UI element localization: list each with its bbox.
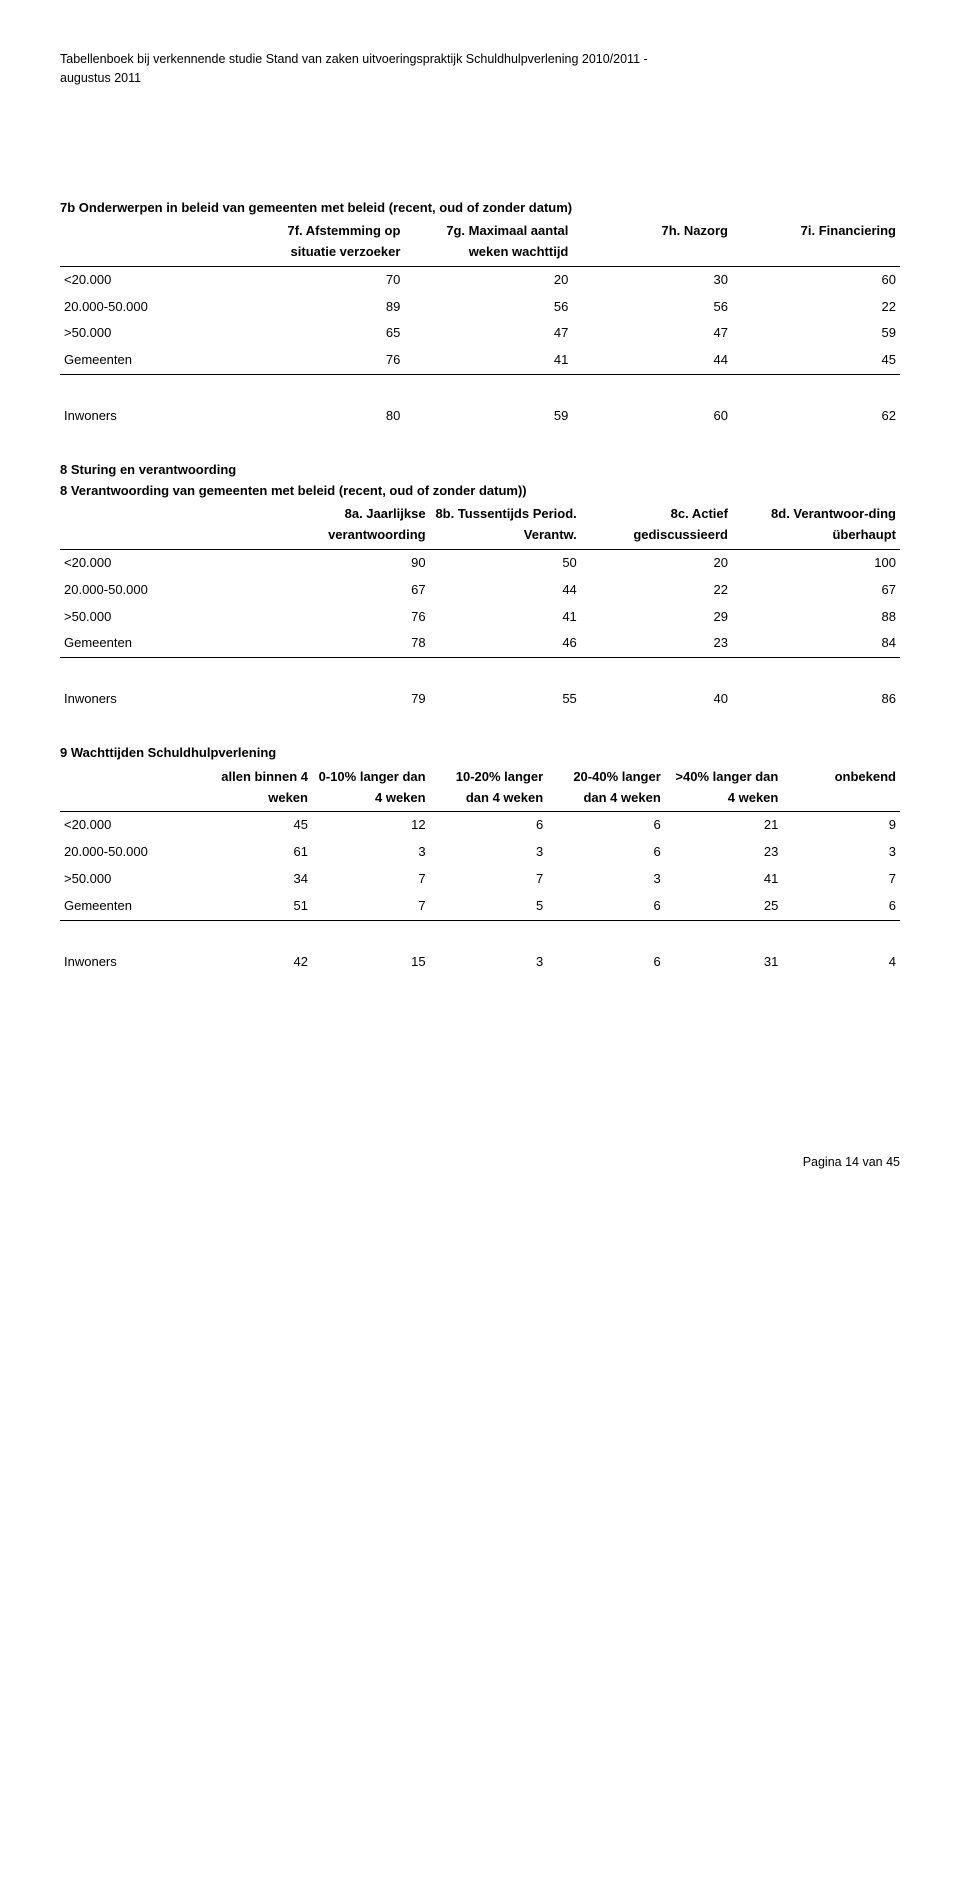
th-8a: 8a. Jaarlijkse verantwoording [245,501,430,549]
th-8b: 8b. Tussentijds Period. Verantw. [430,501,581,549]
th-blank [60,764,194,812]
table-7b: 7f. Afstemming op situatie verzoeker 7g.… [60,218,900,430]
table-row: >50.000 34 7 7 3 41 7 [60,866,900,893]
table-row: <20.000 45 12 6 6 21 9 [60,812,900,839]
table-row: Gemeenten 76 41 44 45 [60,347,900,374]
page-header: Tabellenboek bij verkennende studie Stan… [60,50,900,88]
table-row: 20.000-50.000 67 44 22 67 [60,577,900,604]
th-7h: 7h. Nazorg [572,218,732,266]
table-row: >50.000 76 41 29 88 [60,604,900,631]
th-7f: 7f. Afstemming op situatie verzoeker [245,218,405,266]
th-8c: 8c. Actief gediscussieerd [581,501,732,549]
table-9: allen binnen 4 weken 0-10% langer dan 4 … [60,764,900,976]
table-row: Gemeenten 78 46 23 84 [60,630,900,657]
table-row: 20.000-50.000 61 3 3 6 23 3 [60,839,900,866]
table-row: 20.000-50.000 89 56 56 22 [60,294,900,321]
th-9-c2: allen binnen 4 weken [194,764,312,812]
th-7i: 7i. Financiering [732,218,900,266]
th-8d: 8d. Verantwoor-ding überhaupt [732,501,900,549]
header-line1: Tabellenboek bij verkennende studie Stan… [60,52,648,66]
th-9-c3: 0-10% langer dan 4 weken [312,764,430,812]
table-row: <20.000 90 50 20 100 [60,550,900,577]
section-8-title1: 8 Sturing en verantwoording [60,460,900,481]
table-row-inwoners: Inwoners 79 55 40 86 [60,686,900,713]
table-8: 8a. Jaarlijkse verantwoording 8b. Tussen… [60,501,900,713]
th-9-c4: 10-20% langer dan 4 weken [430,764,548,812]
th-blank [60,218,245,266]
page-footer: Pagina 14 van 45 [60,1155,900,1169]
th-blank [60,501,245,549]
table-row: Gemeenten 51 7 5 6 25 6 [60,893,900,920]
th-7g: 7g. Maximaal aantal weken wachttijd [404,218,572,266]
th-9-c5: 20-40% langer dan 4 weken [547,764,665,812]
section-7b-title: 7b Onderwerpen in beleid van gemeenten m… [60,198,900,219]
table-row-inwoners: Inwoners 80 59 60 62 [60,403,900,430]
th-9-c7: onbekend [782,764,900,812]
th-9-c6: >40% langer dan 4 weken [665,764,783,812]
header-line2: augustus 2011 [60,71,141,85]
table-row: >50.000 65 47 47 59 [60,320,900,347]
table-row-inwoners: Inwoners 42 15 3 6 31 4 [60,949,900,976]
section-8-title2: 8 Verantwoording van gemeenten met belei… [60,481,900,502]
table-row: <20.000 70 20 30 60 [60,266,900,293]
section-9-title: 9 Wachttijden Schuldhulpverlening [60,743,900,764]
